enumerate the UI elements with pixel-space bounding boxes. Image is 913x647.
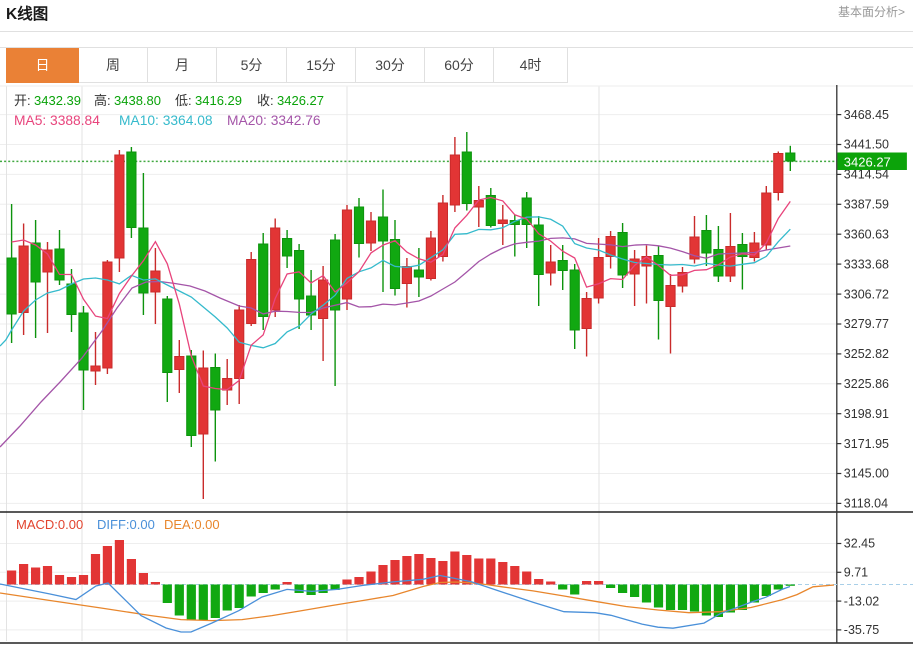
svg-text:3306.72: 3306.72 xyxy=(844,287,889,301)
svg-text:3438.80: 3438.80 xyxy=(114,93,161,108)
svg-text:3416.29: 3416.29 xyxy=(195,93,242,108)
svg-text:3426.27: 3426.27 xyxy=(277,93,324,108)
svg-text:-13.02: -13.02 xyxy=(844,594,879,608)
svg-text:3441.50: 3441.50 xyxy=(844,138,889,152)
svg-text:3145.00: 3145.00 xyxy=(844,467,889,481)
svg-text:3279.77: 3279.77 xyxy=(844,317,889,331)
svg-text:3171.95: 3171.95 xyxy=(844,437,889,451)
svg-text:DIFF:0.00: DIFF:0.00 xyxy=(97,517,155,532)
svg-text:3225.86: 3225.86 xyxy=(844,377,889,391)
svg-text:32.45: 32.45 xyxy=(844,537,875,551)
svg-text:收:: 收: xyxy=(257,93,274,108)
svg-text:高:: 高: xyxy=(94,93,111,108)
svg-text:3333.68: 3333.68 xyxy=(844,257,889,271)
svg-text:MA10: 3364.08: MA10: 3364.08 xyxy=(119,113,213,128)
svg-text:3414.54: 3414.54 xyxy=(844,168,889,182)
svg-text:低:: 低: xyxy=(175,93,192,108)
svg-text:开:: 开: xyxy=(14,93,31,108)
svg-text:-35.75: -35.75 xyxy=(844,623,879,637)
svg-text:3468.45: 3468.45 xyxy=(844,108,889,122)
svg-text:3360.63: 3360.63 xyxy=(844,227,889,241)
svg-text:DEA:0.00: DEA:0.00 xyxy=(164,517,220,532)
svg-text:3432.39: 3432.39 xyxy=(34,93,81,108)
svg-text:MA20: 3342.76: MA20: 3342.76 xyxy=(227,113,321,128)
svg-text:MA5: 3388.84: MA5: 3388.84 xyxy=(14,113,100,128)
svg-text:MACD:0.00: MACD:0.00 xyxy=(16,517,83,532)
svg-text:3118.04: 3118.04 xyxy=(844,497,888,511)
svg-text:3198.91: 3198.91 xyxy=(844,407,889,421)
svg-text:9.71: 9.71 xyxy=(844,566,868,580)
svg-text:3387.59: 3387.59 xyxy=(844,198,889,212)
svg-text:3426.27: 3426.27 xyxy=(844,154,891,169)
svg-text:3252.82: 3252.82 xyxy=(844,347,889,361)
